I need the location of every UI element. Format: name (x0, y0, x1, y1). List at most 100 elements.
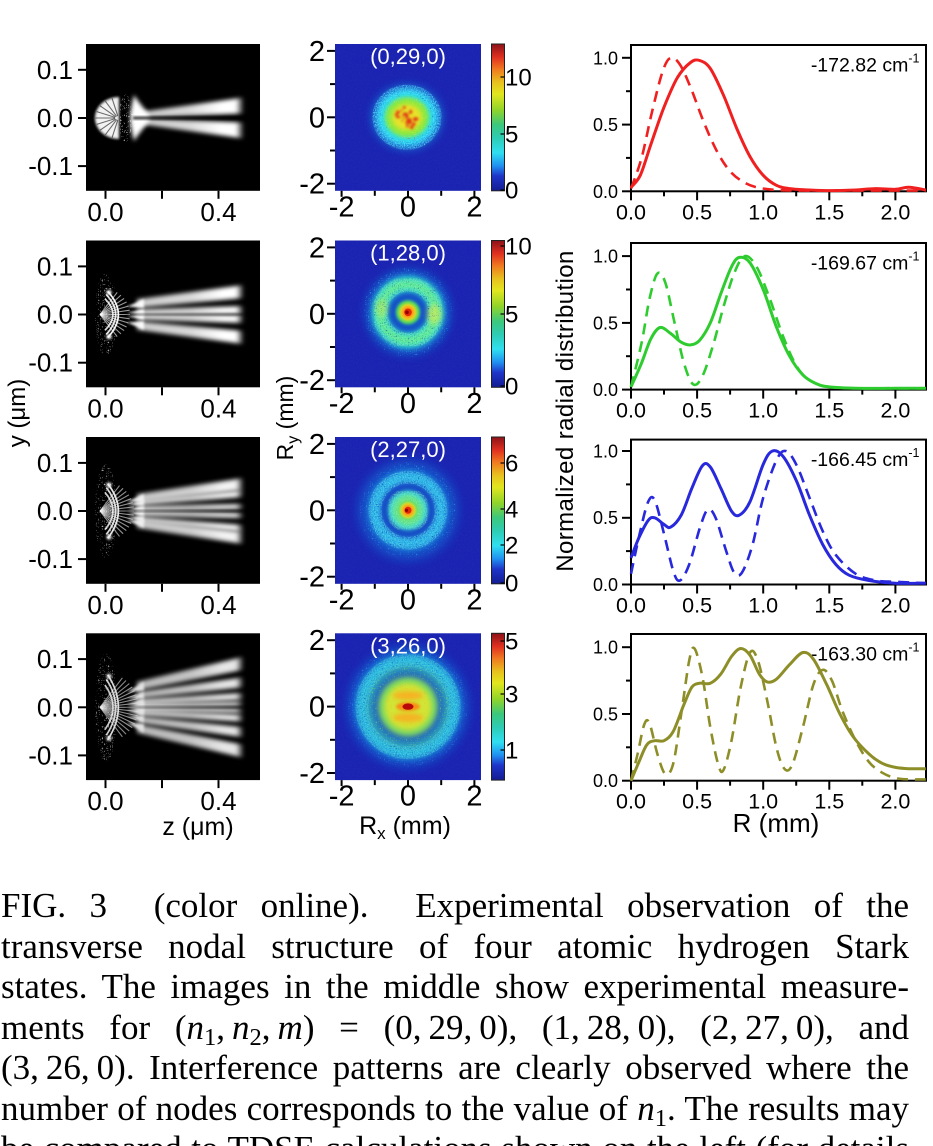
svg-text:0.0: 0.0 (37, 300, 73, 330)
svg-text:0.1: 0.1 (37, 251, 73, 281)
svg-text:-2: -2 (329, 781, 355, 813)
svg-text:0.0: 0.0 (37, 103, 73, 133)
svg-text:2.0: 2.0 (880, 594, 910, 618)
svg-text:0.1: 0.1 (37, 55, 73, 85)
svg-text:-166.45 cm-1: -166.45 cm-1 (811, 446, 920, 471)
svg-text:2: 2 (309, 232, 325, 264)
svg-text:0.0: 0.0 (616, 200, 646, 224)
svg-text:0: 0 (400, 584, 416, 616)
svg-text:0: 0 (505, 374, 518, 401)
svg-text:0.0: 0.0 (616, 399, 646, 423)
svg-text:2: 2 (466, 781, 482, 813)
svg-text:0: 0 (309, 692, 325, 724)
svg-text:1: 1 (505, 738, 518, 765)
svg-text:1.5: 1.5 (814, 790, 844, 814)
svg-text:1.0: 1.0 (748, 790, 778, 814)
svg-text:0.0: 0.0 (37, 692, 73, 722)
svg-text:(1,28,0): (1,28,0) (370, 241, 446, 266)
svg-text:0: 0 (505, 571, 518, 598)
svg-text:-172.82 cm-1: -172.82 cm-1 (811, 52, 920, 77)
svg-text:Rx (mm): Rx (mm) (359, 812, 451, 843)
svg-text:-2: -2 (299, 365, 325, 397)
svg-text:1.0: 1.0 (593, 247, 618, 267)
svg-text:2: 2 (309, 429, 325, 461)
svg-text:2: 2 (466, 584, 482, 616)
svg-text:4: 4 (505, 497, 518, 524)
svg-text:1.0: 1.0 (748, 399, 778, 423)
svg-text:-2: -2 (329, 584, 355, 616)
svg-text:2: 2 (309, 36, 325, 68)
svg-text:y (μm): y (μm) (4, 379, 31, 447)
svg-text:0.0: 0.0 (87, 786, 123, 816)
svg-text:-2: -2 (299, 562, 325, 594)
svg-text:1.0: 1.0 (593, 442, 618, 462)
svg-text:(0,29,0): (0,29,0) (370, 44, 446, 69)
svg-text:0: 0 (400, 388, 416, 420)
svg-text:0.0: 0.0 (593, 771, 618, 791)
svg-text:2.0: 2.0 (880, 399, 910, 423)
svg-text:-163.30 cm-1: -163.30 cm-1 (811, 641, 920, 666)
svg-text:10: 10 (505, 234, 532, 261)
svg-text:1.5: 1.5 (814, 594, 844, 618)
svg-text:6: 6 (505, 451, 518, 478)
svg-text:2: 2 (309, 625, 325, 657)
svg-text:2: 2 (466, 388, 482, 420)
svg-text:0.0: 0.0 (593, 575, 618, 595)
svg-text:1.0: 1.0 (593, 638, 618, 658)
svg-text:2.0: 2.0 (880, 790, 910, 814)
svg-text:0.0: 0.0 (616, 790, 646, 814)
svg-text:0.0: 0.0 (87, 197, 123, 227)
svg-text:0.5: 0.5 (593, 313, 618, 333)
svg-text:R (mm): R (mm) (733, 808, 820, 838)
svg-text:0: 0 (309, 299, 325, 331)
svg-text:-2: -2 (329, 191, 355, 223)
svg-text:0: 0 (400, 191, 416, 223)
svg-text:-0.1: -0.1 (28, 348, 73, 378)
svg-text:1.5: 1.5 (814, 200, 844, 224)
svg-text:-2: -2 (299, 758, 325, 790)
svg-text:2: 2 (466, 191, 482, 223)
svg-text:0.5: 0.5 (682, 594, 712, 618)
svg-text:-0.1: -0.1 (28, 151, 73, 181)
svg-text:5: 5 (505, 629, 518, 656)
svg-text:0.4: 0.4 (200, 786, 236, 816)
svg-text:3: 3 (505, 682, 518, 709)
svg-text:-2: -2 (329, 388, 355, 420)
svg-text:1.0: 1.0 (593, 48, 618, 68)
svg-text:0.0: 0.0 (87, 590, 123, 620)
svg-text:0.0: 0.0 (593, 182, 618, 202)
svg-text:0: 0 (309, 495, 325, 527)
svg-text:z (μm): z (μm) (162, 813, 233, 841)
svg-text:2: 2 (505, 533, 518, 560)
svg-text:Normalized radial distribution: Normalized radial distribution (552, 250, 579, 571)
svg-text:(2,27,0): (2,27,0) (370, 437, 446, 462)
svg-text:-169.67 cm-1: -169.67 cm-1 (811, 250, 920, 275)
svg-text:2.0: 2.0 (880, 200, 910, 224)
svg-text:0.5: 0.5 (682, 200, 712, 224)
svg-text:Ry (mm): Ry (mm) (272, 376, 302, 461)
svg-text:0: 0 (505, 178, 518, 205)
svg-text:0.4: 0.4 (200, 393, 236, 423)
svg-text:-0.1: -0.1 (28, 740, 73, 770)
svg-text:0.0: 0.0 (593, 380, 618, 400)
svg-text:0.5: 0.5 (682, 790, 712, 814)
svg-text:(3,26,0): (3,26,0) (370, 633, 446, 658)
svg-text:0.5: 0.5 (593, 508, 618, 528)
svg-text:0.0: 0.0 (616, 594, 646, 618)
svg-text:0.0: 0.0 (37, 496, 73, 526)
svg-text:-2: -2 (299, 169, 325, 201)
svg-text:1.0: 1.0 (748, 594, 778, 618)
svg-text:0.4: 0.4 (200, 590, 236, 620)
svg-text:0.5: 0.5 (593, 705, 618, 725)
svg-text:10: 10 (505, 65, 532, 92)
svg-text:5: 5 (505, 302, 518, 329)
svg-text:5: 5 (505, 122, 518, 149)
svg-text:0.1: 0.1 (37, 644, 73, 674)
svg-text:-0.1: -0.1 (28, 544, 73, 574)
svg-text:0.4: 0.4 (200, 197, 236, 227)
svg-text:0.5: 0.5 (682, 399, 712, 423)
svg-text:0.1: 0.1 (37, 448, 73, 478)
svg-text:1.0: 1.0 (748, 200, 778, 224)
svg-text:1.5: 1.5 (814, 399, 844, 423)
svg-text:0.5: 0.5 (593, 115, 618, 135)
